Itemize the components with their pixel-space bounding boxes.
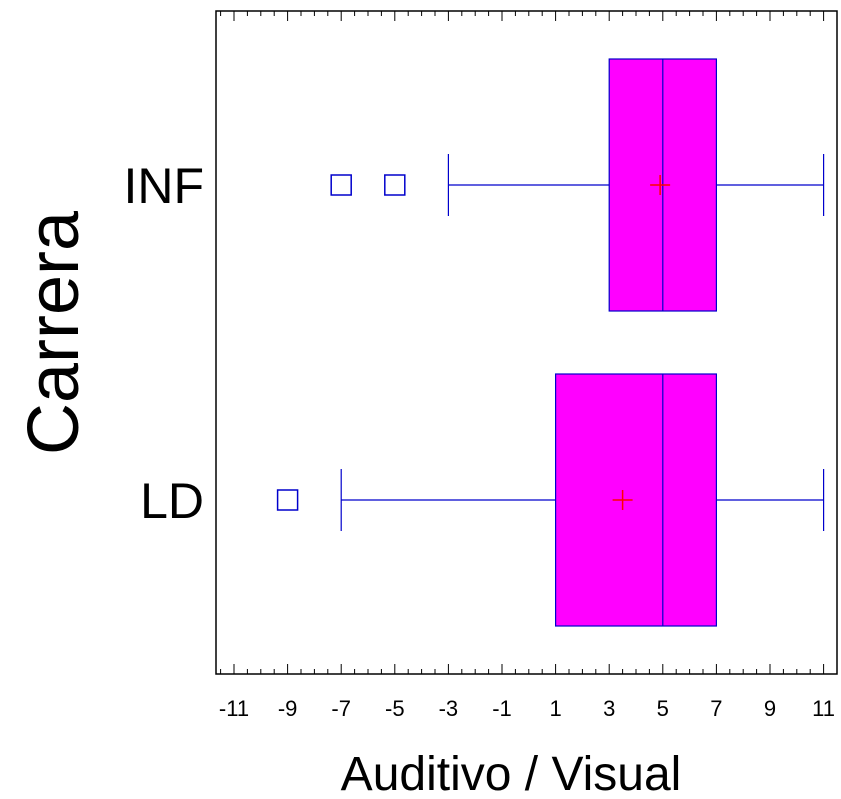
x-tick-label: 9 <box>764 696 776 721</box>
x-tick-label: -3 <box>439 696 459 721</box>
plot-frame <box>215 10 838 675</box>
x-tick-label: -1 <box>492 696 512 721</box>
outlier-marker <box>276 489 299 511</box>
axis-ticks <box>220 11 825 674</box>
box-inf <box>330 58 825 312</box>
outlier-marker <box>384 174 406 196</box>
x-tick-label: 7 <box>710 696 722 721</box>
category-label-inf: INF <box>123 158 204 214</box>
x-axis-title: Auditivo / Visual <box>341 748 682 799</box>
x-tick-label: -7 <box>331 696 351 721</box>
x-tick-label: -9 <box>278 696 298 721</box>
x-tick-label: -5 <box>385 696 405 721</box>
x-tick-label: -11 <box>219 696 249 721</box>
outlier-marker <box>330 174 352 196</box>
x-tick-labels: -11 -9 -7 -5 -3 -1 1 3 5 7 9 11 <box>219 696 835 721</box>
x-tick-label: 1 <box>549 696 561 721</box>
x-tick-label: 11 <box>812 696 835 721</box>
box-series <box>276 58 825 627</box>
x-tick-label: 5 <box>657 696 669 721</box>
box-ld <box>276 373 825 627</box>
category-label-ld: LD <box>140 473 204 529</box>
category-labels: INF LD <box>123 158 204 529</box>
y-axis-title: Carrera <box>14 210 94 455</box>
x-tick-label: 3 <box>603 696 615 721</box>
iqr-box <box>554 373 717 627</box>
